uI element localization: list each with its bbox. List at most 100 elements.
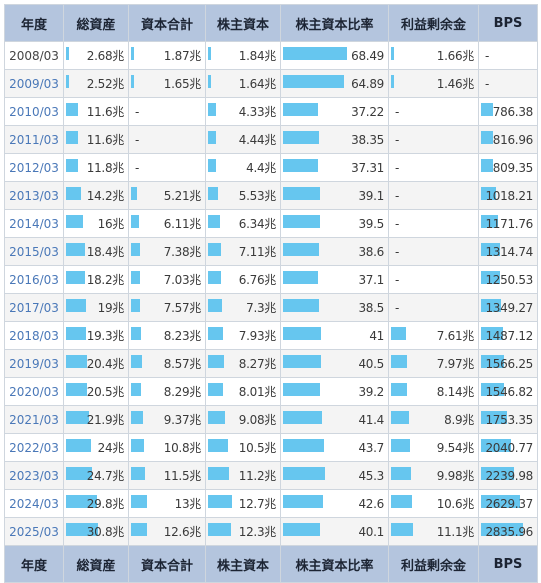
cell-shareholders-equity: 12.3兆 xyxy=(205,517,281,546)
cell-equity-total: 8.29兆 xyxy=(128,377,206,406)
cell-total-assets: 11.8兆 xyxy=(63,153,129,182)
footer-equity-ratio[interactable]: 株主資本比率 xyxy=(280,545,389,583)
table-row: 2010/03 11.6兆 -4.33兆 37.22-786.38 xyxy=(4,97,538,126)
value-bar xyxy=(66,299,86,312)
value-bar xyxy=(283,327,321,340)
cell-value: 68.49 xyxy=(351,48,384,63)
value-bar xyxy=(208,215,220,228)
cell-value: 1018.21 xyxy=(485,188,533,203)
header-row: 年度 総資産 資本合計 株主資本 株主資本比率 利益剰余金 BPS xyxy=(4,4,538,42)
year-link[interactable]: 2023/03 xyxy=(4,461,64,490)
cell-value: 45.3 xyxy=(358,468,384,483)
header-total-assets[interactable]: 総資産 xyxy=(63,4,129,42)
footer-equity-total[interactable]: 資本合計 xyxy=(128,545,206,583)
cell-shareholders-equity: 12.7兆 xyxy=(205,489,281,518)
value-bar xyxy=(66,103,78,116)
cell-value: 11.6兆 xyxy=(86,133,125,147)
value-bar xyxy=(208,243,221,256)
year-link[interactable]: 2022/03 xyxy=(4,433,64,462)
cell-equity-ratio: 40.1 xyxy=(280,517,389,546)
footer-total-assets[interactable]: 総資産 xyxy=(63,545,129,583)
year-link[interactable]: 2021/03 xyxy=(4,405,64,434)
cell-retained-earnings: - xyxy=(388,237,479,266)
cell-equity-ratio: 38.6 xyxy=(280,237,389,266)
cell-equity-total: - xyxy=(128,125,206,154)
cell-value: 9.37兆 xyxy=(163,413,202,427)
cell-total-assets: 18.4兆 xyxy=(63,237,129,266)
cell-equity-ratio: 39.1 xyxy=(280,181,389,210)
value-bar xyxy=(208,411,225,424)
year-link[interactable]: 2019/03 xyxy=(4,349,64,378)
cell-value: 39.1 xyxy=(358,188,384,203)
cell-value: 7.3兆 xyxy=(246,301,276,315)
year-link[interactable]: 2016/03 xyxy=(4,265,64,294)
year-link[interactable]: 2020/03 xyxy=(4,377,64,406)
cell-total-assets: 19.3兆 xyxy=(63,321,129,350)
value-bar xyxy=(208,131,216,144)
year-link[interactable]: 2013/03 xyxy=(4,181,64,210)
header-equity-total[interactable]: 資本合計 xyxy=(128,4,206,42)
value-bar xyxy=(481,439,511,452)
header-bps[interactable]: BPS xyxy=(478,4,538,42)
cell-value: 4.33兆 xyxy=(238,105,277,119)
value-bar xyxy=(391,467,411,480)
cell-value: - xyxy=(135,132,140,147)
value-bar xyxy=(283,271,318,284)
year-link[interactable]: 2025/03 xyxy=(4,517,64,546)
cell-bps: - xyxy=(478,41,538,70)
value-bar xyxy=(66,215,83,228)
cell-value: 10.8兆 xyxy=(163,441,202,455)
value-bar xyxy=(283,159,318,172)
year-link[interactable]: 2015/03 xyxy=(4,237,64,266)
cell-retained-earnings: 7.97兆 xyxy=(388,349,479,378)
cell-value: 16兆 xyxy=(97,217,125,231)
header-year[interactable]: 年度 xyxy=(4,4,64,42)
cell-value: 1753.35 xyxy=(485,412,533,427)
cell-value: 1.46兆 xyxy=(436,77,475,91)
year-link[interactable]: 2018/03 xyxy=(4,321,64,350)
value-bar xyxy=(208,271,221,284)
year-link[interactable]: 2010/03 xyxy=(4,97,64,126)
year-link[interactable]: 2017/03 xyxy=(4,293,64,322)
header-shareholders-equity[interactable]: 株主資本 xyxy=(205,4,281,42)
table-row: 2020/03 20.5兆 8.29兆 8.01兆 39.2 8.14兆 1546.82 xyxy=(4,377,538,406)
year-cell: 2008/03 xyxy=(4,41,64,70)
value-bar xyxy=(66,523,98,536)
cell-shareholders-equity: 7.11兆 xyxy=(205,237,281,266)
value-bar xyxy=(391,75,394,88)
cell-value: 41 xyxy=(369,328,384,343)
header-retained-earnings[interactable]: 利益剰余金 xyxy=(388,4,479,42)
cell-value: 8.57兆 xyxy=(163,357,202,371)
cell-equity-ratio: 41.4 xyxy=(280,405,389,434)
cell-value: 1566.25 xyxy=(485,356,533,371)
year-link[interactable]: 2011/03 xyxy=(4,125,64,154)
value-bar xyxy=(208,523,231,536)
cell-total-assets: 19兆 xyxy=(63,293,129,322)
cell-bps: 809.35 xyxy=(478,153,538,182)
cell-value: 11.8兆 xyxy=(86,161,125,175)
cell-value: 5.53兆 xyxy=(238,189,277,203)
cell-value: 1171.76 xyxy=(485,216,533,231)
footer-year[interactable]: 年度 xyxy=(4,545,64,583)
value-bar xyxy=(208,327,223,340)
header-equity-ratio[interactable]: 株主資本比率 xyxy=(280,4,389,42)
year-link[interactable]: 2024/03 xyxy=(4,489,64,518)
year-link[interactable]: 2009/03 xyxy=(4,69,64,98)
cell-value: 37.31 xyxy=(351,160,384,175)
cell-value: 12.7兆 xyxy=(238,497,277,511)
year-link[interactable]: 2014/03 xyxy=(4,209,64,238)
footer-bps[interactable]: BPS xyxy=(478,545,538,583)
value-bar xyxy=(283,187,320,200)
year-link[interactable]: 2012/03 xyxy=(4,153,64,182)
value-bar xyxy=(208,103,216,116)
cell-value: 8.29兆 xyxy=(163,385,202,399)
cell-retained-earnings: 1.46兆 xyxy=(388,69,479,98)
cell-equity-ratio: 38.35 xyxy=(280,125,389,154)
cell-equity-total: 8.57兆 xyxy=(128,349,206,378)
cell-total-assets: 24兆 xyxy=(63,433,129,462)
cell-value: 18.2兆 xyxy=(86,273,125,287)
value-bar xyxy=(283,439,324,452)
footer-shareholders-equity[interactable]: 株主資本 xyxy=(205,545,281,583)
cell-total-assets: 29.8兆 xyxy=(63,489,129,518)
footer-retained-earnings[interactable]: 利益剰余金 xyxy=(388,545,479,583)
